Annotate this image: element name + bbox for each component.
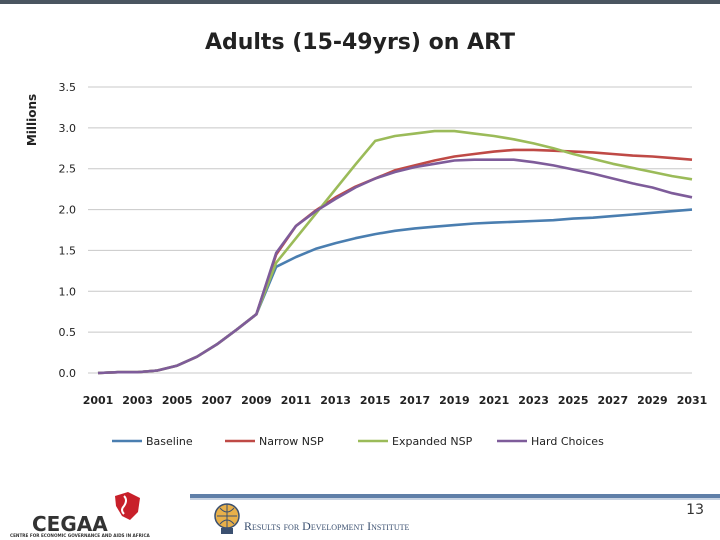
y-tick-label: 0.0 (59, 367, 77, 380)
x-tick-label: 2025 (558, 394, 589, 407)
x-tick-label: 2005 (162, 394, 193, 407)
footer-rule (190, 494, 720, 498)
x-tick-label: 2003 (122, 394, 153, 407)
x-tick-label: 2023 (518, 394, 549, 407)
series-line-hard-choices (97, 158, 693, 375)
legend: Baseline Narrow NSP Expanded NSP Hard Choic… (112, 435, 604, 448)
legend-label: Expanded NSP (392, 435, 473, 448)
x-tick-label: 2011 (281, 394, 312, 407)
cegaa-logo-icon (115, 492, 140, 520)
y-tick-label: 2.5 (59, 163, 77, 176)
legend-label: Baseline (146, 435, 193, 448)
x-tick-label: 2031 (677, 394, 708, 407)
x-tick-label: 2027 (597, 394, 628, 407)
x-tick-label: 2021 (479, 394, 510, 407)
r4d-logo-text: Results for Development Institute (244, 519, 410, 533)
slide-top-bar (0, 0, 720, 4)
x-tick-label: 2009 (241, 394, 272, 407)
cegaa-tagline: CENTRE FOR ECONOMIC GOVERNANCE AND AIDS … (10, 533, 150, 538)
series-line-expanded-nsp (97, 129, 693, 375)
x-tick-label: 2007 (201, 394, 232, 407)
r4d-globe-icon (214, 503, 240, 534)
page-number: 13 (686, 502, 704, 518)
chart-title: Adults (15-49yrs) on ART (204, 30, 516, 55)
legend-label: Hard Choices (531, 435, 604, 448)
x-tick-label: 2013 (320, 394, 351, 407)
grid-lines (88, 86, 692, 374)
x-tick-label: 2001 (83, 394, 114, 407)
y-tick-label: 3.5 (59, 81, 77, 94)
y-tick-label: 1.0 (59, 285, 77, 298)
line-chart: 0.00.51.01.52.02.53.03.5 2001 2003 2005 200… (59, 81, 708, 448)
x-tick-label: 2029 (637, 394, 668, 407)
cegaa-logo-text: CEGAA (32, 512, 108, 536)
y-tick-labels: 0.0 0.5 1.0 1.5 2.0 2.5 3.0 3.5 (59, 81, 77, 380)
x-tick-labels: 2001 2003 2005 2007 2009 2011 2013 2015 2017 2019… (83, 394, 708, 407)
y-tick-label: 1.5 (59, 244, 77, 257)
x-tick-label: 2019 (439, 394, 470, 407)
legend-label: Narrow NSP (259, 435, 324, 448)
x-tick-label: 2017 (399, 394, 430, 407)
y-tick-label: 0.5 (59, 326, 77, 339)
series-lines (97, 129, 693, 375)
footer-rule-light (190, 498, 720, 500)
y-tick-label: 2.0 (59, 204, 77, 217)
y-tick-label: 3.0 (59, 122, 77, 135)
series-line-narrow-nsp (97, 148, 693, 375)
x-tick-label: 2015 (360, 394, 391, 407)
